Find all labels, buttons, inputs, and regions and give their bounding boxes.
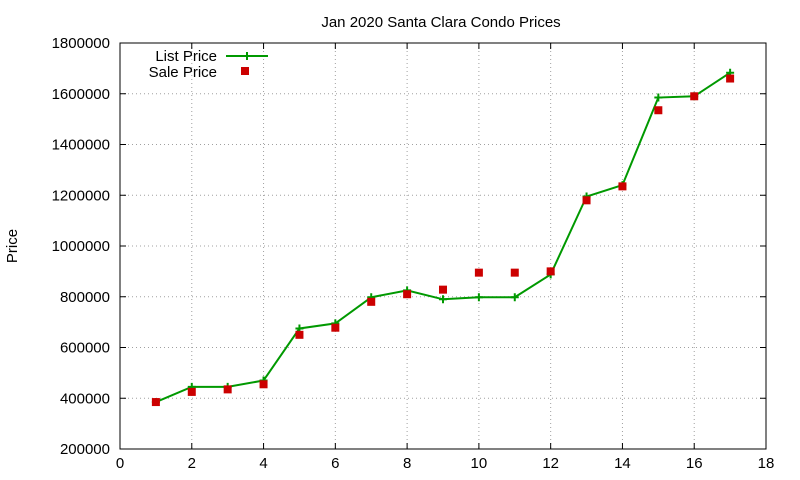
x-tick-label: 12 bbox=[542, 455, 559, 472]
legend-label-list-price: List Price bbox=[155, 48, 217, 65]
sale-price-point bbox=[690, 92, 699, 101]
legend-label-sale-price: Sale Price bbox=[149, 64, 217, 81]
x-tick-labels: 0 2 4 6 8 10 12 14 16 18 bbox=[116, 455, 775, 472]
x-tick-label: 10 bbox=[471, 455, 488, 472]
x-tick-label: 2 bbox=[188, 455, 196, 472]
x-tick-label: 16 bbox=[686, 455, 703, 472]
x-tick-label: 0 bbox=[116, 455, 124, 472]
x-tick-label: 8 bbox=[403, 455, 411, 472]
legend-marker-list-price bbox=[243, 52, 251, 60]
list-price-point bbox=[654, 93, 663, 102]
sale-price-point bbox=[259, 380, 268, 389]
series bbox=[151, 68, 735, 407]
plot-border bbox=[119, 42, 767, 450]
sale-price-point bbox=[654, 106, 663, 115]
y-tick-label: 400000 bbox=[60, 390, 110, 407]
sale-price-point bbox=[187, 387, 196, 396]
x-tick-label: 18 bbox=[758, 455, 775, 472]
x-tick-label: 4 bbox=[259, 455, 267, 472]
sale-price-point bbox=[510, 268, 519, 277]
y-tick-label: 1600000 bbox=[52, 86, 110, 103]
sale-price-point bbox=[474, 268, 483, 277]
legend-marker-sale-price bbox=[241, 67, 249, 75]
sale-price-point bbox=[582, 196, 591, 205]
x-tick-label: 6 bbox=[331, 455, 339, 472]
list-price-point bbox=[510, 293, 519, 302]
y-tick-label: 800000 bbox=[60, 289, 110, 306]
sale-price-point bbox=[151, 398, 160, 407]
sale-price-point bbox=[367, 297, 376, 306]
sale-price-point bbox=[331, 323, 340, 332]
list-price-point bbox=[474, 293, 483, 302]
legend: List Price Sale Price bbox=[149, 48, 268, 81]
sale-price-point bbox=[546, 267, 555, 276]
sale-price-point bbox=[295, 330, 304, 339]
y-tick-label: 600000 bbox=[60, 340, 110, 357]
chart-title: Jan 2020 Santa Clara Condo Prices bbox=[321, 14, 560, 31]
y-tick-labels: 200000 400000 600000 800000 1000000 1200000 14… bbox=[52, 35, 110, 458]
sale-price-point bbox=[618, 182, 627, 191]
sale-price-point bbox=[403, 290, 412, 299]
list-price-point bbox=[439, 295, 447, 304]
y-tick-label: 1400000 bbox=[52, 137, 110, 154]
y-tick-label: 1800000 bbox=[52, 35, 110, 52]
y-tick-label: 1200000 bbox=[52, 187, 110, 204]
y-axis-label: Price bbox=[4, 229, 21, 263]
y-tick-label: 200000 bbox=[60, 441, 110, 458]
y-tick-label: 1000000 bbox=[52, 238, 110, 255]
x-tick-label: 14 bbox=[614, 455, 631, 472]
sale-price-point bbox=[439, 285, 447, 294]
sale-price-point bbox=[223, 385, 232, 394]
sale-price-point bbox=[726, 74, 735, 83]
